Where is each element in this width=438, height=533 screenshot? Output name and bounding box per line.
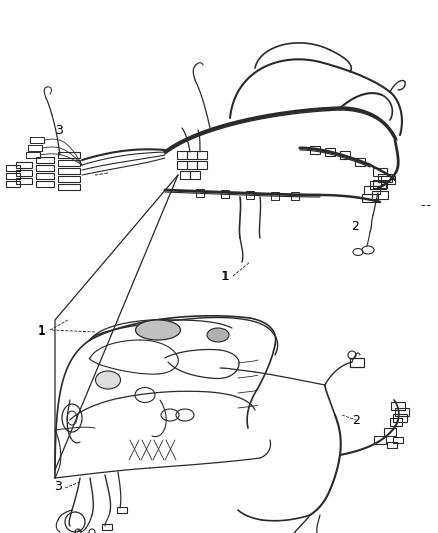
Bar — [197, 161, 207, 169]
Bar — [28, 145, 42, 151]
Bar — [373, 168, 387, 176]
Bar — [102, 524, 112, 530]
Bar — [370, 181, 386, 189]
Text: 1: 1 — [38, 325, 46, 337]
Bar — [384, 428, 396, 436]
Bar — [372, 191, 388, 199]
Text: 2: 2 — [352, 414, 360, 426]
Bar — [271, 192, 279, 200]
Bar — [36, 157, 54, 163]
Bar — [6, 165, 20, 171]
Bar — [58, 184, 80, 190]
Text: 1: 1 — [222, 270, 230, 282]
Bar — [58, 152, 80, 158]
Text: 2: 2 — [351, 220, 359, 233]
Bar — [310, 146, 320, 154]
Bar — [16, 178, 32, 184]
Ellipse shape — [135, 320, 180, 340]
Bar — [197, 151, 207, 159]
Bar — [30, 137, 44, 143]
Bar — [355, 158, 365, 166]
Bar — [364, 186, 380, 194]
Bar — [6, 181, 20, 187]
Bar — [187, 151, 197, 159]
Bar — [390, 418, 402, 426]
Bar — [393, 437, 403, 443]
Bar — [117, 507, 127, 513]
Bar — [374, 436, 386, 444]
Text: 1: 1 — [221, 270, 229, 282]
Bar — [6, 173, 20, 179]
Bar — [325, 148, 335, 156]
Bar — [395, 408, 409, 416]
Bar — [387, 442, 397, 448]
Bar — [36, 165, 54, 171]
Bar — [187, 161, 197, 169]
Ellipse shape — [207, 328, 229, 342]
Bar — [391, 402, 405, 410]
Ellipse shape — [95, 371, 120, 389]
Bar — [58, 176, 80, 182]
Bar — [196, 189, 204, 197]
Text: 3: 3 — [54, 481, 62, 494]
Bar — [340, 151, 350, 159]
Bar — [362, 194, 378, 202]
Bar — [58, 160, 80, 166]
Bar — [177, 151, 187, 159]
Bar — [36, 181, 54, 187]
Bar — [291, 192, 299, 200]
Bar — [16, 162, 32, 168]
Bar — [36, 173, 54, 179]
Text: 1: 1 — [38, 325, 46, 338]
Text: 3: 3 — [55, 124, 63, 137]
Bar — [393, 414, 407, 422]
Bar — [378, 174, 392, 182]
Bar — [246, 191, 254, 199]
Bar — [381, 176, 395, 184]
Bar — [190, 171, 200, 179]
Bar — [180, 171, 190, 179]
Bar — [350, 358, 364, 367]
Bar — [221, 190, 229, 198]
Bar — [58, 168, 80, 174]
Bar — [177, 161, 187, 169]
Bar — [26, 152, 40, 158]
Bar — [16, 170, 32, 176]
Bar — [373, 180, 387, 188]
